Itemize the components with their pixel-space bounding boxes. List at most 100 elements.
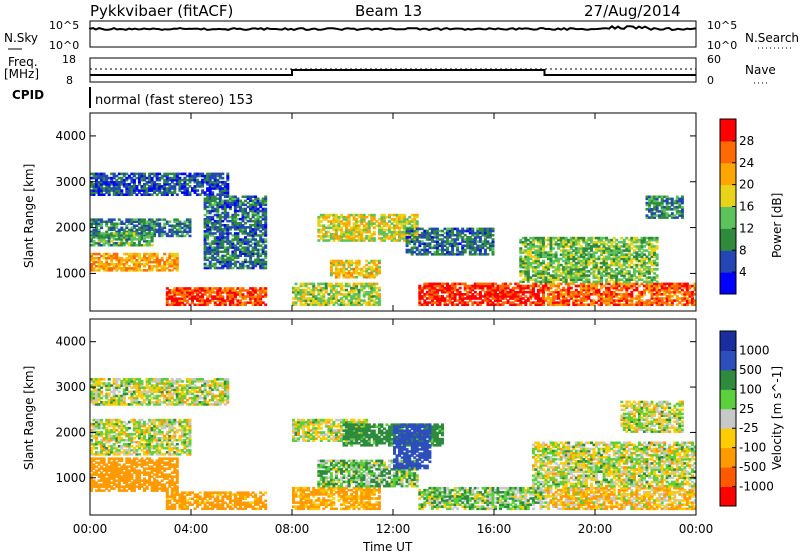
data-cell	[185, 295, 189, 298]
data-cell	[653, 284, 657, 288]
data-cell	[97, 252, 101, 256]
data-cell	[458, 293, 462, 296]
data-cell	[433, 250, 437, 254]
data-cell	[324, 232, 328, 236]
data-cell	[327, 303, 331, 306]
data-cell	[170, 289, 174, 292]
nave-tick-bottom: 0	[707, 74, 714, 87]
data-cell	[254, 258, 258, 262]
data-cell	[221, 232, 225, 235]
data-cell	[443, 242, 447, 245]
data-cell	[605, 251, 609, 254]
data-cell	[95, 256, 98, 260]
data-cell	[213, 213, 217, 217]
data-cell	[231, 295, 235, 298]
data-cell	[574, 251, 578, 254]
data-cell	[246, 254, 250, 258]
data-cell	[314, 288, 318, 292]
data-cell	[595, 282, 598, 286]
data-cell	[127, 267, 131, 270]
data-cell	[630, 295, 634, 298]
data-cell	[211, 242, 215, 245]
data-cell	[264, 295, 268, 298]
data-cell	[251, 289, 255, 292]
data-cell	[574, 257, 578, 261]
data-cell	[231, 289, 235, 292]
data-cell	[132, 230, 136, 234]
data-cell	[438, 282, 442, 286]
data-cell	[185, 187, 189, 190]
data-cell	[466, 295, 470, 298]
data-cell	[135, 176, 139, 180]
data-cell	[675, 284, 679, 288]
data-cell	[203, 299, 207, 302]
data-cell	[468, 286, 472, 290]
data-cell	[130, 230, 134, 234]
data-cell	[322, 232, 326, 236]
data-cell	[620, 282, 624, 286]
data-cell	[294, 288, 298, 292]
data-cell	[478, 236, 482, 239]
data-cell	[483, 244, 487, 248]
freq-unit: [MHz]	[4, 67, 39, 81]
data-cell	[254, 197, 258, 200]
data-cell	[102, 183, 106, 186]
data-cell	[100, 238, 104, 241]
data-cell	[138, 180, 141, 184]
data-cell	[617, 297, 621, 300]
data-cell	[208, 299, 212, 302]
data-cell	[584, 278, 588, 281]
data-cell	[605, 272, 609, 275]
data-cell	[433, 286, 437, 290]
data-cell	[254, 201, 258, 205]
data-cell	[552, 265, 556, 269]
data-cell	[600, 236, 603, 240]
data-cell	[319, 290, 323, 294]
data-cell	[208, 250, 212, 253]
data-cell	[153, 260, 157, 264]
data-cell	[360, 232, 364, 236]
data-cell	[448, 290, 452, 294]
data-cell	[233, 293, 237, 296]
data-cell	[357, 273, 361, 277]
data-cell	[610, 263, 614, 267]
data-cell	[239, 224, 242, 227]
data-cell	[110, 240, 114, 243]
data-cell	[211, 197, 215, 200]
data-cell	[367, 237, 371, 240]
data-cell	[617, 270, 621, 273]
data-cell	[188, 234, 192, 238]
data-cell	[183, 189, 187, 192]
data-cell	[620, 265, 624, 269]
data-cell	[340, 213, 343, 217]
data-cell	[352, 290, 356, 294]
data-cell	[539, 274, 543, 277]
data-cell	[582, 299, 586, 302]
data-cell	[241, 297, 245, 300]
data-cell	[165, 287, 169, 290]
data-cell	[504, 301, 508, 304]
data-cell	[526, 268, 530, 271]
data-cell	[499, 286, 502, 290]
data-cell	[110, 228, 114, 232]
data-cell	[203, 264, 207, 268]
data-cell	[337, 299, 341, 302]
data-cell	[322, 303, 326, 306]
data-cell	[254, 219, 258, 223]
data-cell	[637, 270, 641, 273]
data-cell	[554, 295, 558, 298]
data-cell	[223, 240, 227, 243]
data-cell	[185, 193, 189, 196]
data-cell	[600, 274, 603, 277]
data-cell	[403, 218, 407, 221]
data-cell	[678, 301, 682, 304]
data-cell	[340, 267, 343, 271]
data-cell	[463, 284, 467, 288]
data-cell	[564, 249, 568, 252]
data-cell	[132, 244, 136, 247]
data-cell	[246, 201, 250, 205]
data-cell	[249, 297, 253, 300]
data-cell	[600, 243, 603, 246]
data-cell	[206, 234, 210, 237]
